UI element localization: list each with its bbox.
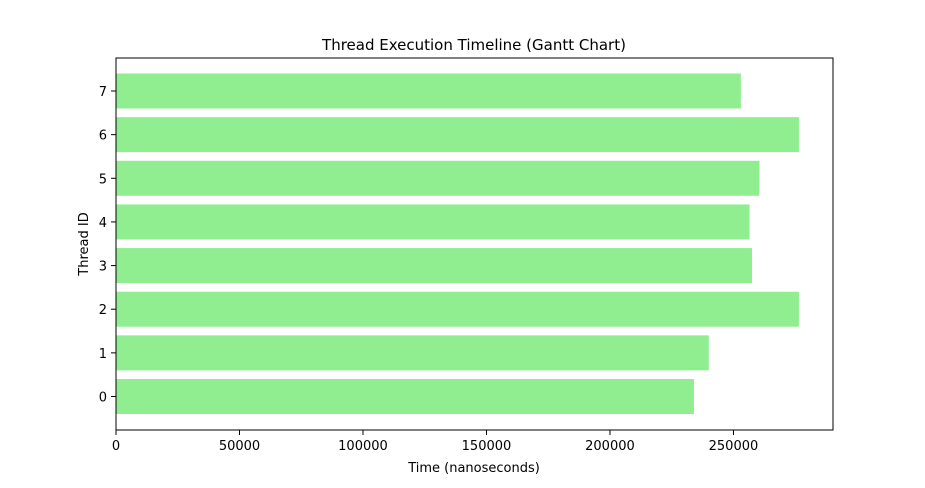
bar-thread-3 bbox=[116, 248, 752, 284]
y-tick-label: 0 bbox=[99, 391, 107, 406]
x-tick-label: 100000 bbox=[338, 439, 388, 454]
x-tick-label: 150000 bbox=[462, 439, 512, 454]
y-tick-label: 4 bbox=[99, 216, 107, 231]
bars-layer bbox=[116, 73, 799, 414]
x-tick-label: 200000 bbox=[585, 439, 635, 454]
x-axis-label: Time (nanoseconds) bbox=[407, 461, 540, 476]
x-tick-label: 0 bbox=[112, 439, 120, 454]
y-tick-label: 1 bbox=[99, 347, 107, 362]
y-axis-label: Thread ID bbox=[77, 212, 92, 276]
bar-thread-7 bbox=[116, 73, 741, 109]
bar-thread-4 bbox=[116, 204, 750, 240]
bar-thread-6 bbox=[116, 117, 799, 153]
x-axis-ticks: 0 50000 100000 150000 200000 250000 bbox=[112, 430, 758, 454]
y-tick-label: 2 bbox=[99, 303, 107, 318]
bar-thread-1 bbox=[116, 335, 709, 371]
y-tick-label: 5 bbox=[99, 172, 107, 187]
y-tick-label: 3 bbox=[99, 260, 107, 275]
y-axis-ticks: 0 1 2 3 4 5 6 7 bbox=[99, 85, 116, 406]
bar-thread-5 bbox=[116, 160, 760, 196]
bar-thread-2 bbox=[116, 291, 799, 327]
y-tick-label: 7 bbox=[99, 85, 107, 100]
plot-frame bbox=[115, 57, 834, 431]
x-tick-label: 250000 bbox=[709, 439, 759, 454]
y-tick-label: 6 bbox=[99, 129, 107, 144]
chart-title: Thread Execution Timeline (Gantt Chart) bbox=[321, 36, 626, 54]
x-tick-label: 50000 bbox=[219, 439, 260, 454]
bar-thread-0 bbox=[116, 379, 694, 414]
